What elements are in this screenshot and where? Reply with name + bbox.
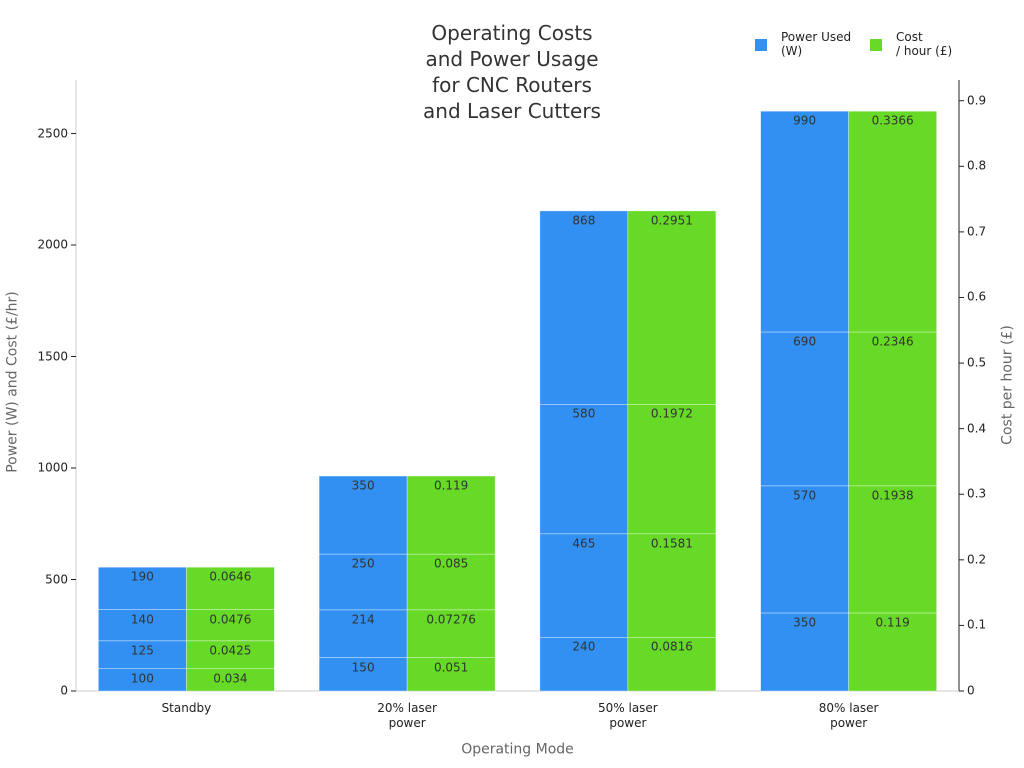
x-axis-label: Operating Mode [461,741,574,758]
bar-segment [627,210,717,405]
y-tick-label: 0 [60,683,68,698]
bar-segment [539,404,629,535]
bar-segment [848,612,937,692]
bar-segment [406,553,496,611]
x-tick-label: 80% laser power [818,701,879,730]
value-label: 570 [793,488,817,503]
bar-segment [760,485,849,614]
chart-title: Operating Costs and Power Usage for CNC … [423,21,601,123]
value-label: 0.07276 [426,612,476,627]
bar-segment [98,609,187,642]
bar-segment [627,637,717,692]
bar-segment [406,609,496,658]
value-label: 0.2951 [650,213,693,228]
value-label: 0.0476 [209,612,252,627]
bar-segment [318,475,408,555]
y2-tick-label: 0.2 [967,552,987,567]
value-label: 150 [351,660,375,675]
bar-segment [186,566,275,610]
y-axis-label: Power (W) and Cost (£/hr) [4,290,21,473]
value-label: 0.085 [433,556,469,571]
bar-segment [760,331,849,487]
bar-segment [848,110,937,333]
bar-segment [848,331,937,487]
bar-segment [848,485,937,614]
y-tick-label: 1500 [37,349,68,363]
value-label: 240 [572,639,596,654]
x-tick-label: 20% laser power [377,701,437,730]
y-tick-label: 500 [45,572,68,586]
y2-tick-label: 0.4 [967,421,987,436]
value-label: 250 [351,556,375,571]
bar-segment [406,657,496,692]
y2-tick-label: 0.8 [967,158,987,173]
y2-tick-label: 0.3 [967,486,987,501]
bar-segment [318,657,408,692]
value-label: 0.051 [433,660,469,675]
y2-tick-label: 0.9 [967,93,987,108]
value-label: 0.0646 [209,569,252,584]
bar-segment [627,533,717,638]
value-label: 580 [572,406,596,421]
bar-segment [406,475,496,555]
legend-label: Cost / hour (£) [896,30,953,58]
bar-segment [539,533,629,638]
value-label: 0.2346 [871,334,914,349]
bar-segment [760,110,849,333]
bar-segment [98,640,187,670]
y2-axis-label: Cost per hour (£) [999,325,1016,445]
y-tick-label: 2500 [37,126,68,141]
value-label: 350 [793,615,817,630]
value-label: 0.0816 [650,639,693,654]
y-tick-label: 1000 [37,460,68,475]
value-label: 350 [351,478,375,493]
bar-segment [186,609,275,642]
bar-segment [627,404,717,535]
legend-swatch [755,39,767,51]
value-label: 125 [130,643,154,658]
value-label: 0.3366 [871,113,914,128]
value-label: 0.119 [875,615,910,630]
value-label: 0.1938 [871,488,914,503]
bar-segment [186,640,275,670]
bar-segment [760,612,849,692]
y-tick-label: 2000 [37,237,68,252]
value-label: 990 [793,113,817,128]
bar-segment [539,637,629,692]
value-label: 214 [351,612,375,627]
value-label: 190 [130,569,154,584]
bar-segment [318,609,408,658]
y2-tick-label: 0.5 [967,355,987,370]
value-label: 100 [130,671,154,686]
y2-tick-label: 0 [967,683,975,698]
value-label: 0.0425 [209,643,252,658]
x-tick-label: Standby [161,701,212,715]
legend-swatch [870,39,882,51]
value-label: 140 [130,612,154,627]
value-label: 0.119 [433,478,469,493]
value-label: 0.1581 [650,536,693,551]
value-label: 465 [572,536,596,551]
y2-tick-label: 0.6 [967,289,987,304]
bar-segment [98,566,187,610]
bar-segment [318,553,408,611]
value-label: 0.034 [213,671,248,686]
x-tick-label: 50% laser power [598,701,658,730]
value-label: 868 [572,213,596,228]
legend-label: Power Used (W) [781,30,852,58]
y2-tick-label: 0.7 [967,224,987,239]
value-label: 0.1972 [650,406,693,421]
y2-tick-label: 0.1 [967,617,987,632]
bar-segment [539,210,629,405]
value-label: 690 [793,334,817,349]
